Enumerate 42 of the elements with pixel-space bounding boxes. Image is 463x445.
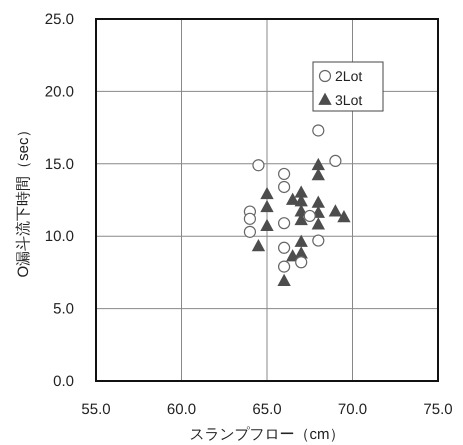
x-tick-label: 65.0 bbox=[252, 401, 282, 418]
point bbox=[278, 217, 290, 230]
point bbox=[278, 242, 290, 254]
point bbox=[278, 274, 290, 286]
point bbox=[295, 256, 308, 268]
y-tick-label: 25.0 bbox=[44, 11, 74, 28]
point bbox=[312, 196, 325, 208]
point bbox=[294, 235, 308, 247]
legend-label: 3Lot bbox=[335, 92, 362, 108]
y-tick-label: 10.0 bbox=[44, 228, 74, 246]
x-tick-label: 60.0 bbox=[166, 401, 196, 418]
point bbox=[260, 187, 274, 200]
y-tick-label: 0.0 bbox=[53, 373, 74, 390]
y-tick-label: 15.0 bbox=[44, 156, 74, 173]
point bbox=[252, 159, 265, 172]
y-axis-title: O漏斗流下時間（sec） bbox=[15, 122, 32, 278]
point bbox=[312, 218, 325, 230]
point bbox=[329, 154, 342, 168]
x-tick-label: 75.0 bbox=[423, 401, 453, 418]
point bbox=[338, 210, 350, 222]
legend-label: 2Lot bbox=[335, 68, 362, 84]
point bbox=[294, 186, 308, 198]
point bbox=[252, 239, 265, 252]
point bbox=[244, 212, 256, 225]
point bbox=[278, 260, 290, 273]
y-tick-label: 5.0 bbox=[53, 300, 74, 318]
point bbox=[286, 193, 300, 205]
point bbox=[312, 158, 325, 170]
point bbox=[329, 204, 342, 216]
point bbox=[278, 168, 290, 180]
point bbox=[278, 180, 290, 194]
x-tick-label: 70.0 bbox=[338, 401, 368, 418]
x-tick-label: 55.0 bbox=[81, 401, 111, 418]
point bbox=[304, 210, 316, 222]
y-tick-label: 20.0 bbox=[44, 83, 74, 100]
point bbox=[244, 226, 256, 238]
x-axis-title: スランプフロー（cm） bbox=[190, 426, 344, 443]
point bbox=[260, 200, 274, 212]
point bbox=[312, 234, 324, 247]
point bbox=[312, 168, 325, 180]
point bbox=[260, 219, 274, 231]
point bbox=[312, 124, 324, 137]
